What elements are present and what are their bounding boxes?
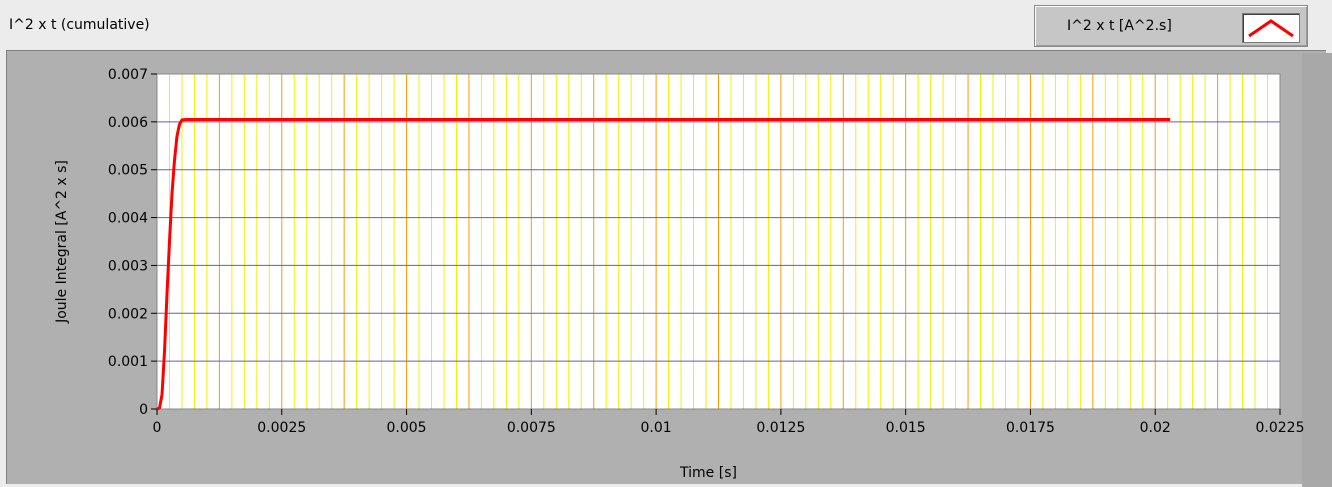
legend-line-swatch[interactable] (1242, 13, 1300, 43)
y-tick-label: 0.005 (108, 163, 148, 179)
legend-label: I^2 x t [A^2.s] (1067, 18, 1172, 34)
x-tick-label: 0.0125 (756, 420, 805, 436)
x-tick-label: 0.005 (387, 420, 427, 436)
chart-right-border (1302, 53, 1332, 487)
legend-line-icon (1248, 19, 1294, 38)
y-tick-label: 0.004 (108, 211, 148, 227)
legend[interactable]: I^2 x t [A^2.s] (1034, 5, 1308, 47)
x-tick-label: 0 (153, 420, 162, 436)
y-tick-label: 0.007 (108, 67, 148, 83)
y-tick-label: 0 (139, 402, 148, 418)
x-tick-label: 0.015 (886, 420, 926, 436)
y-tick-label: 0.006 (108, 115, 148, 131)
x-tick-label: 0.0175 (1006, 420, 1055, 436)
y-axis-label: Joule Integral [A^2 x s] (54, 160, 70, 324)
plot-border (156, 73, 1281, 410)
x-tick-label: 0.0075 (507, 420, 556, 436)
y-tick-label: 0.003 (108, 258, 148, 274)
chart-title: I^2 x t (cumulative) (9, 17, 150, 33)
x-tick-label: 0.0225 (1256, 420, 1305, 436)
x-tick-label: 0.02 (1140, 420, 1171, 436)
y-tick-label: 0.001 (108, 354, 148, 370)
x-tick-label: 0.0025 (257, 420, 306, 436)
x-tick-label: 0.01 (641, 420, 672, 436)
x-axis-label: Time [s] (679, 465, 737, 481)
y-tick-label: 0.002 (108, 306, 148, 322)
series-line (156, 118, 1171, 411)
